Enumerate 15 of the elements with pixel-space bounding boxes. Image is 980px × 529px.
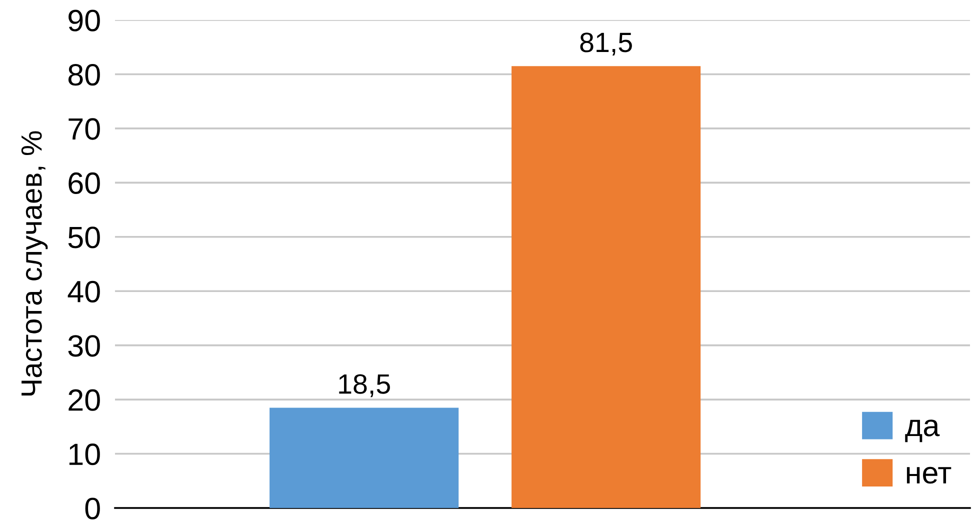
y-tick-label: 0 xyxy=(85,498,100,520)
data-label: 81,5 xyxy=(580,32,632,56)
y-axis-title: Частота случаев, % xyxy=(21,131,48,396)
y-tick-label: 10 xyxy=(69,444,100,466)
y-tick-label: 20 xyxy=(68,389,100,411)
legend-label: да xyxy=(905,420,940,442)
y-tick-label: 90 xyxy=(68,10,100,32)
y-tick-label: 70 xyxy=(68,118,100,140)
y-tick-label: 50 xyxy=(68,226,100,248)
y-tick-label: 60 xyxy=(68,172,100,194)
y-tick-label: 40 xyxy=(68,280,100,302)
y-tick-label: 30 xyxy=(68,335,100,357)
legend-label: нет xyxy=(906,466,952,484)
data-label: 18,5 xyxy=(339,374,390,398)
y-tick-label: 80 xyxy=(68,64,100,86)
